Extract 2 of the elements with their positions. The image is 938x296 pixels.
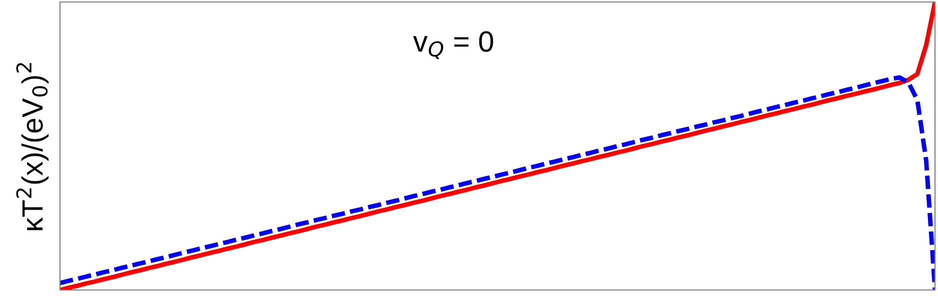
annotation: v$_{Q}$ = 0 [413,31,494,59]
y-axis-title: κT$^{2}$(x)/(eV$_{0}$)$^{2}$ [16,63,49,230]
